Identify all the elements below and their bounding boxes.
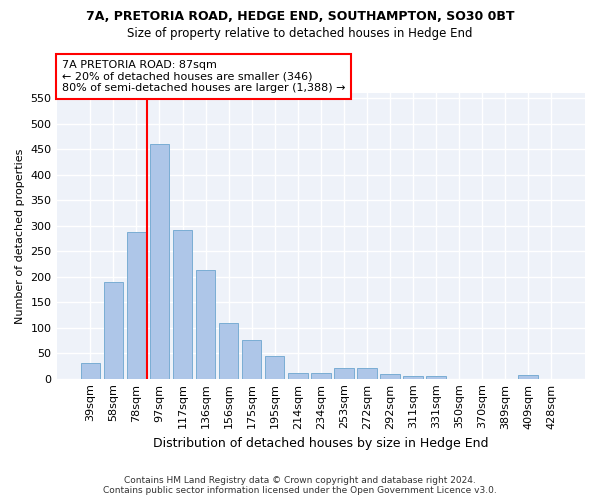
X-axis label: Distribution of detached houses by size in Hedge End: Distribution of detached houses by size … bbox=[153, 437, 488, 450]
Bar bbox=[80, 364, 100, 378]
Text: 7A PRETORIA ROAD: 87sqm
← 20% of detached houses are smaller (346)
80% of semi-d: 7A PRETORIA ROAD: 87sqm ← 20% of detache… bbox=[62, 60, 346, 93]
Bar bbox=[104, 282, 123, 378]
Text: 7A, PRETORIA ROAD, HEDGE END, SOUTHAMPTON, SO30 0BT: 7A, PRETORIA ROAD, HEDGE END, SOUTHAMPTO… bbox=[86, 10, 514, 23]
Bar bbox=[380, 374, 400, 378]
Bar bbox=[288, 372, 308, 378]
Bar bbox=[357, 368, 377, 378]
Bar bbox=[149, 144, 169, 378]
Bar bbox=[311, 372, 331, 378]
Y-axis label: Number of detached properties: Number of detached properties bbox=[15, 148, 25, 324]
Bar bbox=[334, 368, 353, 378]
Bar bbox=[127, 232, 146, 378]
Bar bbox=[219, 322, 238, 378]
Bar bbox=[518, 375, 538, 378]
Bar bbox=[403, 376, 423, 378]
Bar bbox=[196, 270, 215, 378]
Bar bbox=[426, 376, 446, 378]
Text: Contains HM Land Registry data © Crown copyright and database right 2024.
Contai: Contains HM Land Registry data © Crown c… bbox=[103, 476, 497, 495]
Text: Size of property relative to detached houses in Hedge End: Size of property relative to detached ho… bbox=[127, 28, 473, 40]
Bar bbox=[265, 356, 284, 378]
Bar bbox=[242, 340, 262, 378]
Bar bbox=[173, 230, 193, 378]
